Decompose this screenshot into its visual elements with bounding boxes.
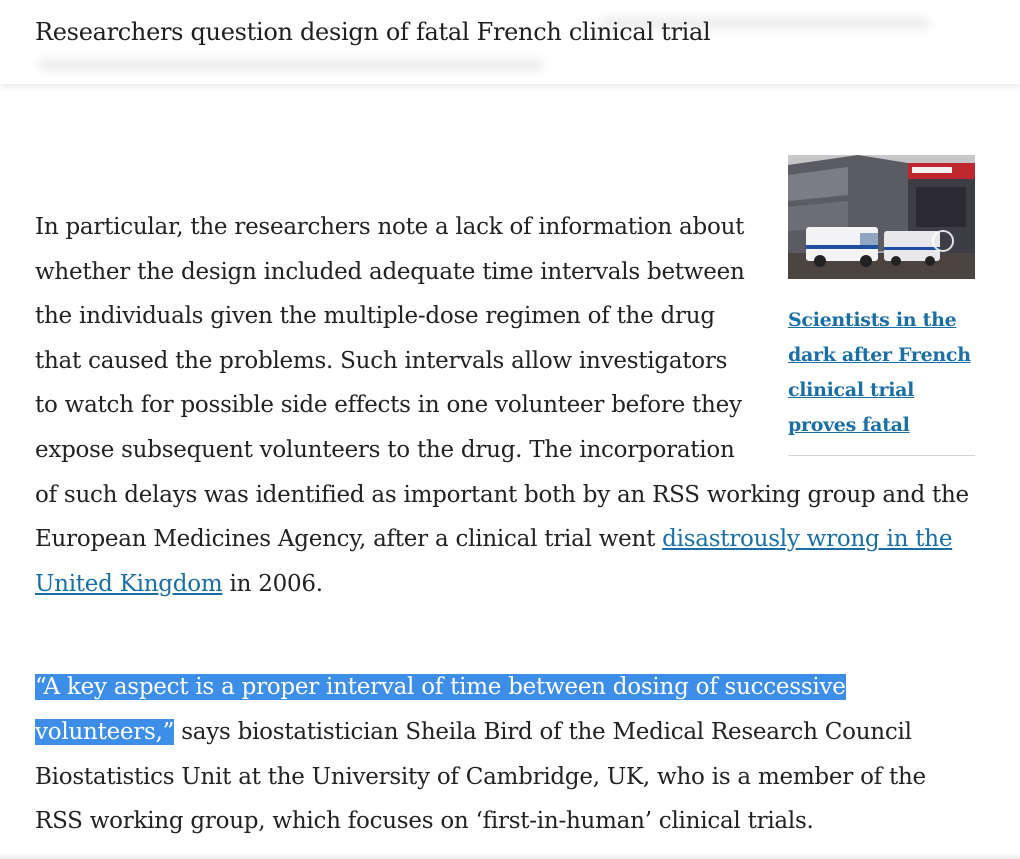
sticky-article-header: Researchers question design of fatal Fre… — [0, 0, 1020, 84]
header-title: Researchers question design of fatal Fre… — [35, 18, 711, 46]
paragraph-quote: “A key aspect is a proper interval of ti… — [35, 665, 975, 843]
paragraph-interval-design: In particular, the researchers note a la… — [35, 205, 975, 606]
bottom-edge-shadow — [0, 853, 1020, 859]
paragraph-text: In particular, the researchers note a la… — [35, 214, 969, 553]
paragraph-tail: in 2006. — [222, 570, 323, 597]
related-article-box: Scientists in the dark after French clin… — [788, 155, 975, 456]
related-article-link[interactable]: Scientists in the dark after French clin… — [788, 309, 971, 436]
ambulance-photo-image — [788, 155, 975, 279]
related-article-thumbnail[interactable] — [788, 155, 975, 279]
paragraph-text: says biostatistician Sheila Bird of the … — [35, 718, 926, 835]
blurred-underlying-text — [38, 60, 543, 70]
article-body: Scientists in the dark after French clin… — [35, 155, 975, 844]
uk-trial-link[interactable]: disastrously wrong in the United Kingdom — [35, 526, 953, 597]
blurred-underlying-text — [600, 18, 930, 28]
